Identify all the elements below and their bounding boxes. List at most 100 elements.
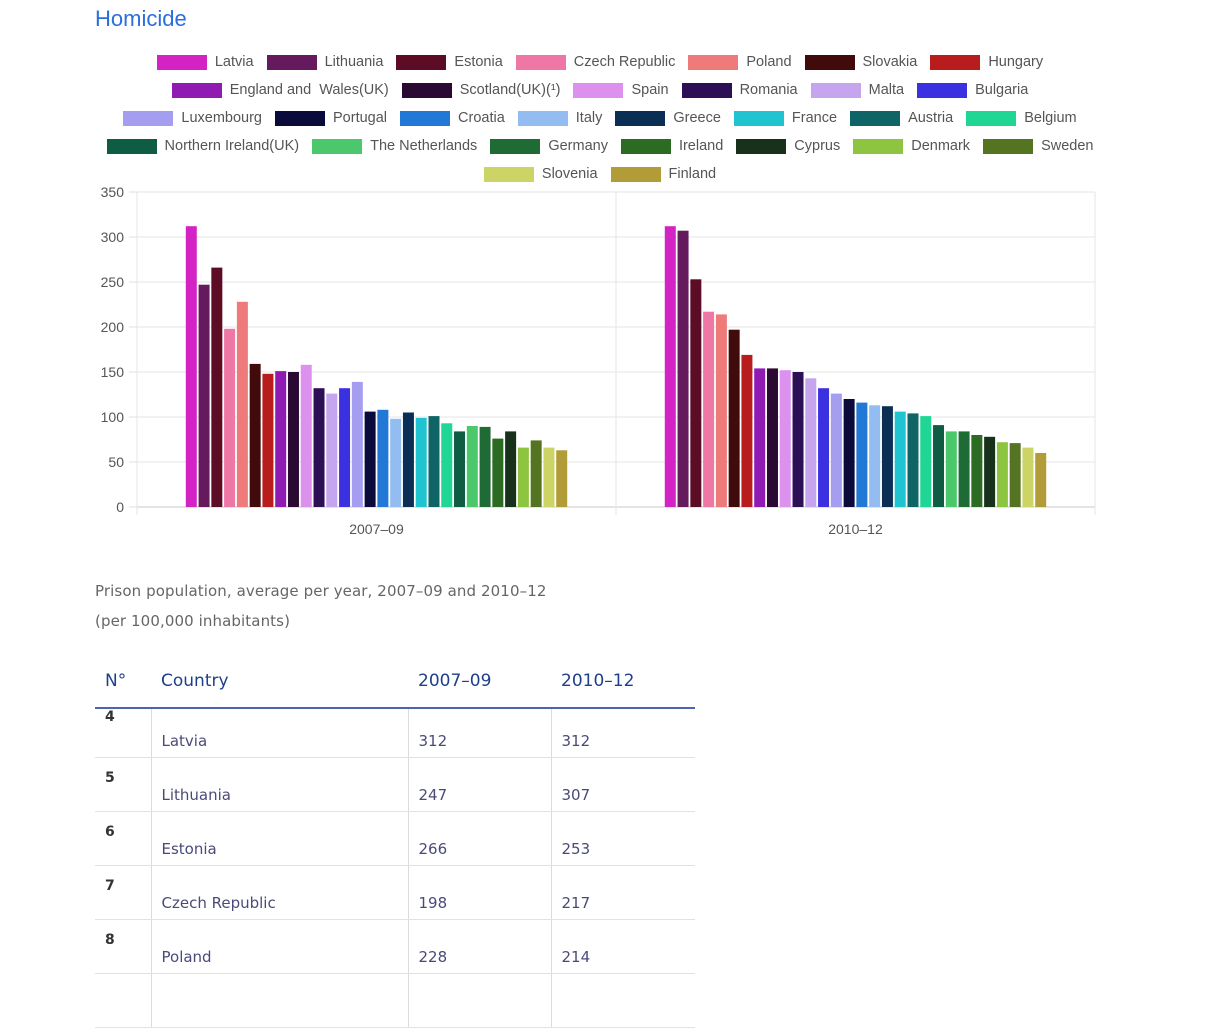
bar[interactable] bbox=[185, 226, 197, 507]
bar[interactable] bbox=[869, 405, 881, 507]
legend-item[interactable]: Northern Ireland(UK) bbox=[106, 136, 300, 156]
row-country: Estonia bbox=[150, 811, 408, 866]
bar[interactable] bbox=[677, 230, 689, 507]
bar[interactable] bbox=[224, 328, 236, 507]
bar[interactable] bbox=[428, 416, 440, 507]
legend-item[interactable]: Greece bbox=[615, 108, 721, 128]
bar[interactable] bbox=[505, 431, 517, 507]
bar[interactable] bbox=[894, 411, 906, 507]
bar[interactable] bbox=[211, 267, 223, 507]
bar[interactable] bbox=[351, 381, 363, 507]
bar[interactable] bbox=[728, 329, 740, 507]
bar[interactable] bbox=[556, 450, 568, 507]
bar[interactable] bbox=[492, 438, 504, 507]
legend-item[interactable]: Italy bbox=[517, 108, 602, 128]
legend-item[interactable]: Lithuania bbox=[266, 52, 383, 72]
bar[interactable] bbox=[441, 423, 453, 507]
row-number: 8 bbox=[95, 919, 151, 974]
bar[interactable] bbox=[415, 417, 427, 507]
bar[interactable] bbox=[818, 388, 830, 507]
legend-item[interactable]: Romania bbox=[681, 80, 798, 100]
bar[interactable] bbox=[984, 436, 996, 507]
legend-item[interactable]: Slovakia bbox=[804, 52, 917, 72]
legend-item[interactable]: Malta bbox=[810, 80, 904, 100]
legend-item[interactable]: England and Wales(UK) bbox=[171, 80, 389, 100]
bar[interactable] bbox=[715, 314, 727, 507]
legend-item[interactable]: Sweden bbox=[983, 136, 1093, 156]
row-value-2007-09 bbox=[407, 973, 551, 1028]
legend-swatch bbox=[396, 54, 447, 70]
legend-item[interactable]: Croatia bbox=[400, 108, 505, 128]
bar[interactable] bbox=[390, 418, 402, 507]
legend-item[interactable]: Germany bbox=[490, 136, 608, 156]
bar[interactable] bbox=[996, 442, 1008, 507]
legend-item[interactable]: Portugal bbox=[275, 108, 387, 128]
bar[interactable] bbox=[830, 393, 842, 507]
legend-item[interactable]: Finland bbox=[610, 164, 716, 184]
bar[interactable] bbox=[339, 388, 351, 507]
bar[interactable] bbox=[920, 416, 932, 507]
bar[interactable] bbox=[856, 402, 868, 507]
bar[interactable] bbox=[454, 431, 466, 507]
bar[interactable] bbox=[402, 412, 414, 508]
legend-item[interactable]: France bbox=[733, 108, 837, 128]
legend-swatch bbox=[123, 110, 174, 126]
bar[interactable] bbox=[907, 413, 919, 507]
bar[interactable] bbox=[690, 279, 702, 507]
legend-swatch bbox=[620, 138, 671, 154]
legend-item[interactable]: Belgium bbox=[966, 108, 1077, 128]
bar[interactable] bbox=[664, 226, 676, 507]
bar[interactable] bbox=[1022, 447, 1034, 507]
legend-item[interactable]: Estonia bbox=[396, 52, 503, 72]
bar[interactable] bbox=[377, 409, 389, 507]
bar[interactable] bbox=[275, 371, 287, 507]
bar[interactable] bbox=[262, 373, 274, 507]
bar[interactable] bbox=[466, 426, 478, 507]
bar[interactable] bbox=[703, 311, 715, 507]
bar[interactable] bbox=[326, 393, 338, 507]
row-number: 4 bbox=[95, 708, 151, 758]
bar[interactable] bbox=[1009, 443, 1021, 507]
bar[interactable] bbox=[945, 431, 957, 507]
bar[interactable] bbox=[287, 372, 299, 507]
bar[interactable] bbox=[958, 431, 970, 507]
legend-item[interactable]: Ireland bbox=[620, 136, 723, 156]
bar[interactable] bbox=[313, 388, 325, 507]
bar[interactable] bbox=[530, 440, 542, 507]
legend-item[interactable]: Hungary bbox=[930, 52, 1043, 72]
bar[interactable] bbox=[479, 426, 491, 507]
legend-item[interactable]: Spain bbox=[573, 80, 669, 100]
bar[interactable] bbox=[779, 370, 791, 507]
legend-label: Northern Ireland(UK) bbox=[164, 138, 300, 154]
legend-swatch bbox=[930, 54, 981, 70]
bar[interactable] bbox=[1035, 453, 1047, 507]
bar[interactable] bbox=[236, 301, 248, 507]
legend-item[interactable]: Poland bbox=[688, 52, 792, 72]
bar[interactable] bbox=[754, 368, 766, 507]
legend-item[interactable]: Slovenia bbox=[483, 164, 598, 184]
bar[interactable] bbox=[766, 368, 778, 507]
legend-item[interactable]: Latvia bbox=[156, 52, 254, 72]
bar[interactable] bbox=[300, 364, 312, 507]
legend-item[interactable]: Austria bbox=[850, 108, 953, 128]
bar[interactable] bbox=[971, 435, 983, 507]
bar[interactable] bbox=[543, 447, 555, 507]
bar[interactable] bbox=[364, 411, 376, 507]
legend-item[interactable]: The Netherlands bbox=[312, 136, 477, 156]
legend-item[interactable]: Scotland(UK)(¹) bbox=[401, 80, 560, 100]
legend-item[interactable]: Czech Republic bbox=[515, 52, 675, 72]
bar[interactable] bbox=[249, 363, 261, 507]
legend-item[interactable]: Denmark bbox=[853, 136, 970, 156]
legend-item[interactable]: Luxembourg bbox=[123, 108, 262, 128]
bar[interactable] bbox=[741, 354, 753, 507]
bar[interactable] bbox=[881, 406, 893, 507]
row-number bbox=[95, 973, 151, 1028]
legend-item[interactable]: Cyprus bbox=[736, 136, 840, 156]
bar[interactable] bbox=[843, 399, 855, 507]
bar[interactable] bbox=[517, 447, 529, 507]
bar[interactable] bbox=[198, 284, 210, 507]
bar[interactable] bbox=[933, 425, 945, 507]
bar[interactable] bbox=[792, 372, 804, 507]
legend-item[interactable]: Bulgaria bbox=[917, 80, 1028, 100]
bar[interactable] bbox=[805, 378, 817, 507]
